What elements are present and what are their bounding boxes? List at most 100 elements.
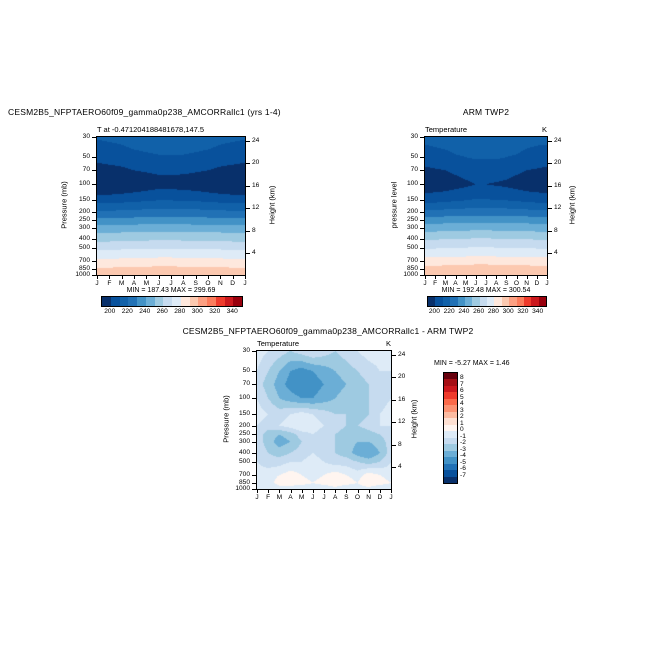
month-tick — [346, 490, 348, 493]
month-tick — [312, 490, 314, 493]
colorbar-tick-label: -7 — [460, 471, 466, 479]
contour-plot — [256, 350, 392, 490]
height-tick-label: 8 — [252, 226, 256, 234]
pressure-tick — [92, 247, 96, 249]
colorbar-segment — [215, 297, 225, 306]
month-tick — [425, 276, 426, 279]
pressure-tick-label: 30 — [410, 133, 418, 140]
pressure-tick-label: 100 — [238, 394, 250, 402]
pressure-tick-label: 150 — [238, 410, 250, 418]
height-tick — [392, 467, 396, 469]
colorbar-segment — [444, 476, 457, 483]
month-tick — [506, 276, 508, 279]
month-tick — [290, 490, 292, 493]
month-tick — [109, 276, 111, 279]
pressure-tick-label: 70 — [410, 166, 418, 174]
colorbar-segment — [224, 297, 234, 306]
pressure-tick-label: 100 — [78, 180, 90, 188]
pressure-tick-label: 200 — [238, 421, 250, 429]
pressure-tick — [92, 260, 96, 262]
height-tick-label: 20 — [398, 373, 406, 381]
y2-axis-title: Height (km) — [409, 399, 419, 439]
colorbar-tick-label: 320 — [517, 308, 529, 315]
month-tick-label: N — [217, 280, 223, 287]
colorbar-tick-label: 2 — [460, 413, 464, 421]
height-tick-label: 8 — [398, 440, 402, 448]
pressure-tick-label: 700 — [406, 256, 418, 264]
colorbar-segment — [110, 297, 120, 306]
colorbar-segment — [457, 297, 465, 306]
month-tick — [220, 276, 222, 279]
month-tick-label: A — [131, 280, 137, 287]
pressure-tick-label: 700 — [238, 470, 250, 478]
pressure-tick-label: 30 — [82, 133, 90, 140]
colorbar-tick-label: 240 — [139, 308, 151, 315]
month-tick-label: M — [118, 280, 125, 287]
colorbar-tick-label: 280 — [487, 308, 499, 315]
month-tick — [335, 490, 337, 493]
pressure-tick-label: 70 — [242, 380, 250, 388]
month-tick — [379, 490, 381, 493]
colorbar-segment — [435, 297, 443, 306]
colorbar-tick-label: 3 — [460, 406, 464, 414]
height-tick — [392, 354, 396, 356]
pressure-tick-label: 300 — [406, 223, 418, 231]
colorbar-segment — [198, 297, 207, 306]
colorbar-tick-label: 8 — [460, 374, 464, 382]
colorbar-segment — [154, 297, 164, 306]
month-tick-label: F — [107, 280, 112, 287]
pressure-tick — [420, 238, 424, 240]
pressure-tick-label: 150 — [78, 196, 90, 204]
height-tick — [246, 253, 250, 255]
colorbar-tick-label: 340 — [226, 308, 238, 315]
height-tick-label: 20 — [252, 159, 260, 167]
height-tick-label: 4 — [252, 249, 256, 257]
contour-canvas — [425, 137, 547, 275]
pressure-tick-label: 400 — [238, 448, 250, 456]
month-tick — [536, 276, 538, 279]
colorbar-segment — [531, 297, 539, 306]
pressure-tick-label: 850 — [238, 478, 250, 486]
pressure-tick — [420, 170, 424, 172]
month-tick — [301, 490, 303, 493]
colorbar-tick-label: 240 — [458, 308, 470, 315]
month-tick — [146, 276, 148, 279]
colorbar-segment — [119, 297, 129, 306]
pressure-tick — [420, 200, 424, 202]
month-tick — [134, 276, 135, 279]
colorbar-tick-label: 320 — [209, 308, 221, 315]
colorbar-segment — [163, 297, 172, 306]
height-tick — [548, 253, 552, 255]
pressure-tick — [420, 268, 424, 270]
month-tick — [268, 490, 270, 493]
colorbar-segment — [444, 385, 457, 393]
pressure-tick-label: 250 — [78, 216, 90, 224]
colorbar-segment — [538, 297, 546, 306]
colorbar-tick-label: 5 — [460, 393, 464, 401]
month-tick — [279, 490, 281, 493]
month-tick-label: S — [504, 280, 509, 287]
colorbar-segment — [444, 379, 457, 386]
month-tick — [445, 276, 447, 279]
month-tick — [547, 276, 548, 279]
height-tick — [392, 399, 396, 401]
height-tick — [548, 163, 552, 165]
pressure-tick-label: 500 — [238, 457, 250, 465]
pressure-tick-label: 500 — [78, 243, 90, 251]
height-tick-label: 16 — [554, 181, 562, 189]
pressure-tick-label: 70 — [82, 166, 90, 174]
month-tick — [232, 276, 234, 279]
month-tick-label: J — [389, 494, 393, 501]
month-tick — [516, 276, 518, 279]
colorbar-segment — [207, 297, 216, 306]
month-tick-label: M — [276, 494, 283, 501]
colorbar-segment — [444, 444, 457, 451]
month-tick — [526, 276, 528, 279]
pressure-tick-label: 50 — [242, 367, 250, 375]
minmax-stats: MIN = 187.43 MAX = 299.69 — [126, 287, 216, 294]
contour-plot — [424, 136, 548, 276]
pressure-tick — [92, 211, 96, 213]
contour-plot — [96, 136, 246, 276]
pressure-tick — [92, 157, 96, 159]
